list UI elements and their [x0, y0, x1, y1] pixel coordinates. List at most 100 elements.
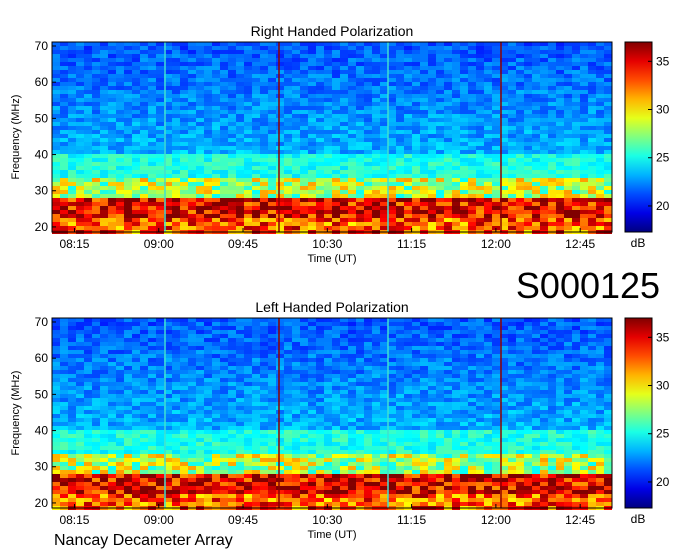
spectrogram-cell	[156, 138, 164, 142]
spectrogram-cell	[228, 114, 236, 118]
spectrogram-cell	[348, 210, 356, 214]
spectrogram-cell	[188, 182, 196, 186]
spectrogram-cell	[492, 206, 500, 210]
spectrogram-cell	[380, 98, 388, 102]
spectrogram-cell	[220, 322, 228, 326]
spectrogram-cell	[284, 358, 292, 362]
spectrogram-cell	[76, 150, 84, 154]
spectrogram-cell	[108, 62, 116, 66]
spectrogram-cell	[172, 142, 180, 146]
y-tick-label: 40	[35, 148, 49, 162]
spectrogram-cell	[204, 362, 212, 366]
spectrogram-cell	[196, 342, 204, 346]
spectrogram-cell	[428, 142, 436, 146]
spectrogram-cell	[468, 90, 476, 94]
spectrogram-cell	[148, 194, 156, 198]
spectrogram-cell	[596, 46, 604, 50]
spectrogram-cell	[292, 170, 300, 174]
spectrogram-cell	[196, 226, 204, 230]
spectrogram-cell	[404, 202, 412, 206]
spectrogram-cell	[188, 398, 196, 402]
spectrogram-cell	[92, 114, 100, 118]
spectrogram-cell	[76, 330, 84, 334]
spectrogram-cell	[252, 226, 260, 230]
spectrogram-cell	[436, 214, 444, 218]
spectrogram-cell	[276, 202, 284, 206]
spectrogram-cell	[316, 110, 324, 114]
spectrogram-cell	[260, 74, 268, 78]
spectrogram-cell	[228, 62, 236, 66]
spectrogram-cell	[540, 66, 548, 70]
spectrogram-cell	[84, 202, 92, 206]
spectrogram-cell	[588, 174, 596, 178]
spectrogram-cell	[196, 398, 204, 402]
spectrogram-cell	[100, 150, 108, 154]
spectrogram-cell	[364, 190, 372, 194]
spectrogram-cell	[68, 326, 76, 330]
spectrogram-cell	[116, 358, 124, 362]
spectrogram-cell	[596, 170, 604, 174]
spectrogram-cell	[492, 350, 500, 354]
spectrogram-cell	[180, 86, 188, 90]
spectrogram-cell	[204, 46, 212, 50]
spectrogram-cell	[140, 174, 148, 178]
spectrogram-cell	[332, 126, 340, 130]
spectrogram-cell	[228, 226, 236, 230]
spectrogram-cell	[476, 398, 484, 402]
spectrogram-cell	[220, 318, 228, 322]
spectrogram-cell	[100, 346, 108, 350]
spectrogram-cell	[76, 98, 84, 102]
spectrogram-cell	[380, 346, 388, 350]
spectrogram-cell	[596, 350, 604, 354]
spectrogram-cell	[436, 342, 444, 346]
spectrogram-cell	[428, 134, 436, 138]
spectrogram-cell	[212, 70, 220, 74]
spectrogram-cell	[252, 170, 260, 174]
spectrogram-cell	[308, 170, 316, 174]
spectrogram-cell	[372, 210, 380, 214]
spectrogram-cell	[572, 102, 580, 106]
spectrogram-cell	[492, 190, 500, 194]
spectrogram-cell	[116, 74, 124, 78]
spectrogram-cell	[588, 334, 596, 338]
spectrogram-cell	[228, 186, 236, 190]
spectrogram-cell	[84, 190, 92, 194]
spectrogram-cell	[276, 142, 284, 146]
spectrogram-cell	[284, 134, 292, 138]
spectrogram-cell	[140, 110, 148, 114]
spectrogram-cell	[196, 98, 204, 102]
spectrogram-cell	[236, 82, 244, 86]
spectrogram-cell	[236, 366, 244, 370]
spectrogram-cell	[132, 362, 140, 366]
spectrogram-cell	[364, 150, 372, 154]
spectrogram-cell	[356, 354, 364, 358]
spectrogram-cell	[540, 122, 548, 126]
spectrogram-cell	[340, 66, 348, 70]
spectrogram-cell	[196, 366, 204, 370]
spectrogram-cell	[324, 366, 332, 370]
spectrogram-cell	[108, 350, 116, 354]
spectrogram-cell	[260, 374, 268, 378]
spectrogram-cell	[316, 106, 324, 110]
spectrogram-cell	[596, 114, 604, 118]
spectrogram-cell	[476, 222, 484, 226]
spectrogram-cell	[556, 146, 564, 150]
spectrogram-cell	[52, 78, 60, 82]
spectrogram-cell	[524, 222, 532, 226]
spectrogram-cell	[52, 90, 60, 94]
spectrogram-cell	[196, 146, 204, 150]
spectrogram-cell	[332, 158, 340, 162]
spectrogram-cell	[124, 126, 132, 130]
spectrogram-cell	[284, 218, 292, 222]
spectrogram-cell	[484, 178, 492, 182]
spectrogram-cell	[524, 226, 532, 230]
spectrogram-cell	[372, 146, 380, 150]
spectrogram-cell	[132, 170, 140, 174]
spectrogram-cell	[412, 194, 420, 198]
spectrogram-cell	[308, 214, 316, 218]
spectrogram-cell	[260, 182, 268, 186]
spectrogram-cell	[428, 82, 436, 86]
spectrogram-cell	[308, 58, 316, 62]
spectrogram-cell	[100, 354, 108, 358]
